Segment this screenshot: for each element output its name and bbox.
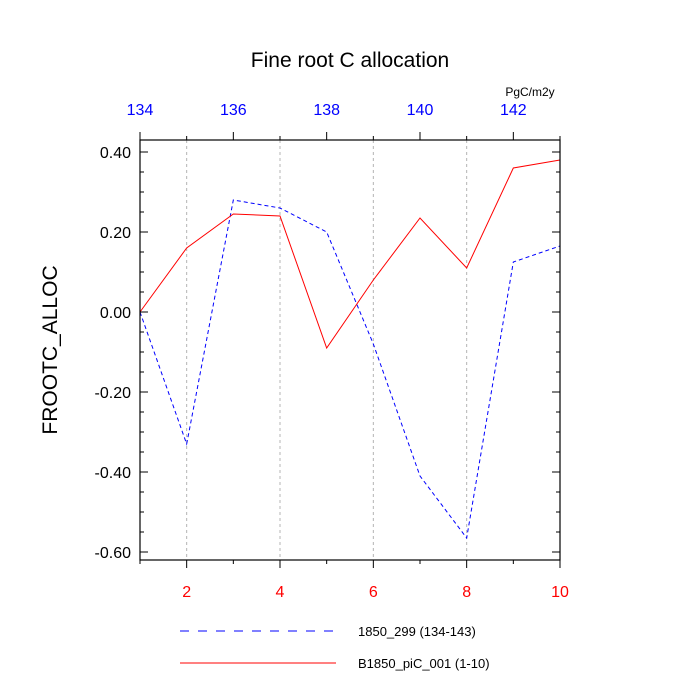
legend: 1850_299 (134-143) B1850_piC_001 (1-10) xyxy=(180,624,490,671)
series-line-1 xyxy=(139,199,561,540)
x-top-tick-label: 134 xyxy=(127,102,154,119)
y-axis-label: FROOTC_ALLOC xyxy=(39,265,62,434)
y-tick-label: -0.20 xyxy=(95,385,132,402)
chart-title: Fine root C allocation xyxy=(251,49,449,72)
plot-frame xyxy=(139,139,561,561)
x-bottom-tick-label: 8 xyxy=(462,584,471,601)
y-tick-label: 0.20 xyxy=(100,225,131,242)
y-tick-label: 0.40 xyxy=(100,145,131,162)
series-layer xyxy=(139,159,561,540)
x-bottom-tick-label: 2 xyxy=(182,584,191,601)
x-bottom-tick-label: 4 xyxy=(276,584,285,601)
y-tick-label: -0.40 xyxy=(95,465,132,482)
legend-label-2: B1850_piC_001 (1-10) xyxy=(358,656,490,671)
x-bottom-tick-label: 10 xyxy=(551,584,569,601)
x-bottom-tick-label: 6 xyxy=(369,584,378,601)
grid xyxy=(186,140,468,560)
units-label: PgC/m2y xyxy=(505,85,554,99)
x-top-tick-label: 138 xyxy=(313,102,340,119)
x-top-tick-label: 142 xyxy=(500,102,527,119)
axes: 0.40 0.20 0.00 -0.20 -0.40 -0.60 2 4 6 8 10 134 136 1… xyxy=(95,102,569,601)
legend-label-1: 1850_299 (134-143) xyxy=(358,624,476,639)
series-line-2 xyxy=(139,159,561,350)
y-tick-label: 0.00 xyxy=(100,305,131,322)
y-tick-label: -0.60 xyxy=(95,545,132,562)
x-top-tick-label: 136 xyxy=(220,102,247,119)
x-top-tick-label: 140 xyxy=(407,102,434,119)
